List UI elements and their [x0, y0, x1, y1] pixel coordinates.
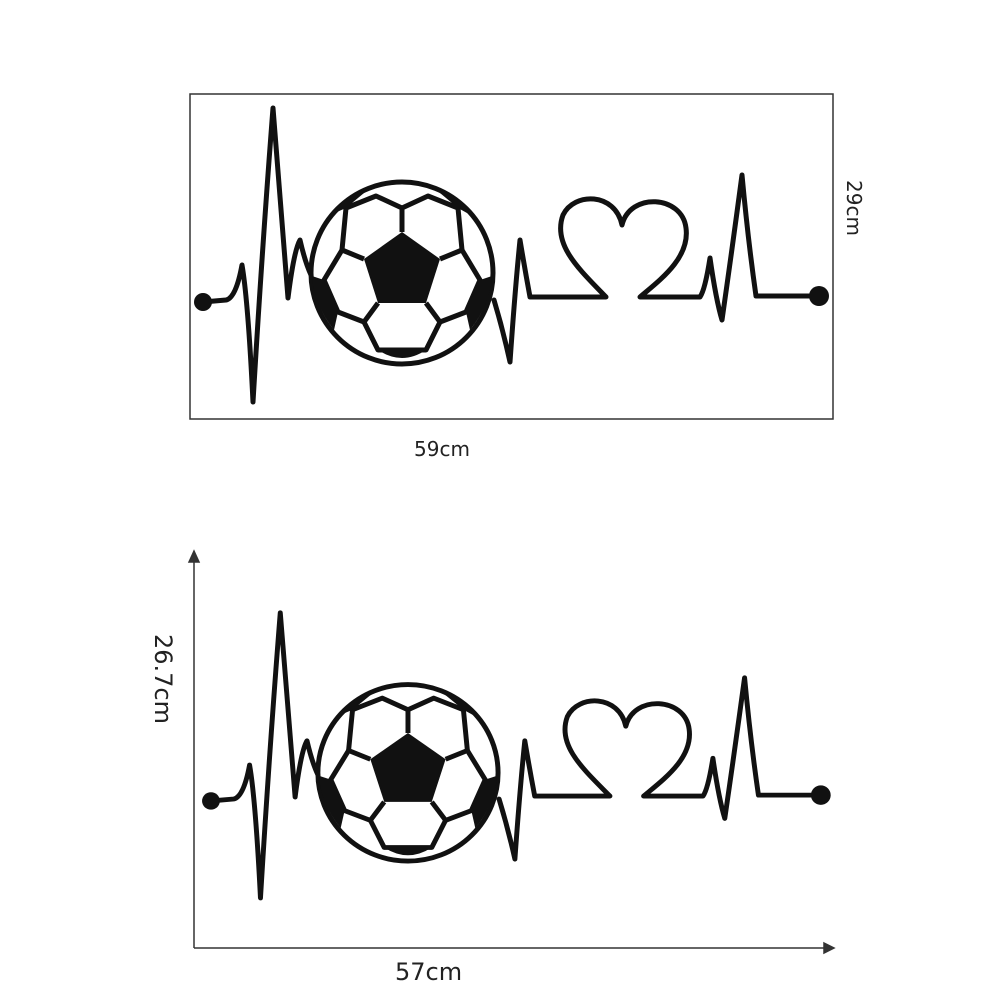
bottom-heartbeat-soccer-decal: [202, 613, 831, 898]
top-frame: [189, 93, 834, 420]
top-height-label: 29cm: [841, 180, 866, 236]
top-heartbeat-soccer-decal: [194, 108, 829, 402]
bottom-width-label: 57cm: [395, 958, 463, 986]
top-width-label: 59cm: [414, 437, 470, 461]
bottom-dimension-arrows: [187, 549, 836, 955]
bottom-height-label: 26.7cm: [149, 633, 178, 725]
